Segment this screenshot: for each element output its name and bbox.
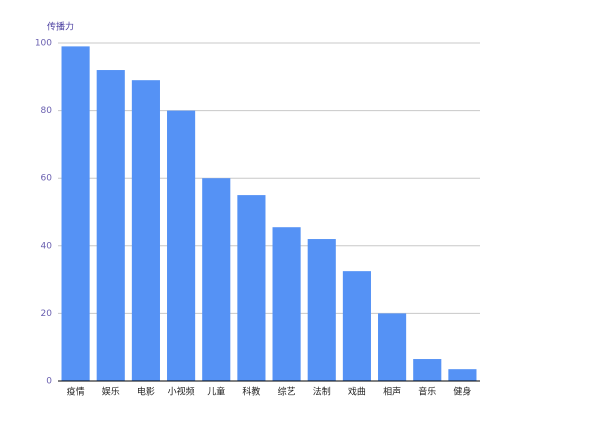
y-tick-label: 40: [41, 241, 53, 251]
x-tick-label: 娱乐: [102, 386, 120, 398]
x-tick-label: 法制: [313, 386, 331, 398]
bar: [413, 359, 442, 381]
bar: [448, 369, 477, 381]
bar: [167, 110, 196, 381]
bar: [131, 80, 160, 382]
y-tick-label: 60: [41, 174, 53, 184]
bar: [96, 70, 125, 381]
bar: [202, 178, 231, 381]
bar: [272, 227, 301, 381]
x-tick-label: 电影: [137, 386, 155, 398]
bar: [342, 271, 371, 381]
y-tick-label: 100: [35, 39, 52, 49]
y-tick-label: 0: [46, 377, 52, 387]
bar: [61, 46, 90, 381]
x-tick-label: 科教: [242, 386, 260, 398]
x-tick-label: 相声: [383, 386, 401, 398]
x-tick-label: 小视频: [168, 386, 195, 398]
bar: [307, 239, 336, 381]
x-tick-label: 综艺: [278, 386, 296, 398]
x-tick-label: 疫情: [67, 386, 85, 398]
y-tick-label: 20: [41, 309, 53, 319]
bar: [237, 195, 266, 381]
x-tick-label: 音乐: [418, 386, 436, 398]
y-tick-label: 80: [41, 106, 53, 116]
x-tick-label: 戏曲: [348, 386, 366, 398]
bar: [378, 313, 407, 381]
x-tick-label: 儿童: [207, 386, 225, 398]
x-tick-label: 健身: [453, 386, 471, 398]
y-axis-title: 传播力: [47, 21, 74, 33]
